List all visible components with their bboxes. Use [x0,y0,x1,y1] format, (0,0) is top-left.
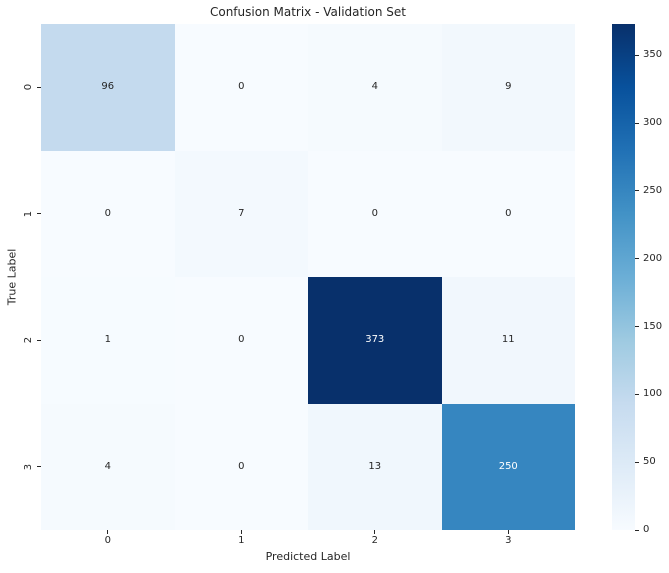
cell-value: 0 [371,207,378,219]
cell-value: 11 [501,334,515,346]
x-tick-label: 1 [238,535,245,546]
colorbar-tick-mark [635,190,639,192]
heatmap-cell-r0c1: 0 [174,24,308,151]
x-tick-mark [107,530,109,534]
colorbar-gradient [612,24,635,530]
colorbar-tick-mark [635,122,639,124]
colorbar-tick-mark [635,461,639,463]
x-tick-mark [507,530,509,534]
heatmap-cell-r0c0: 96 [41,24,175,151]
cell-value: 0 [104,207,111,219]
colorbar-tick-label: 250 [643,184,663,196]
heatmap-cell-r2c0: 1 [41,277,175,404]
heatmap-cell-r1c0: 0 [41,150,175,277]
cell-value: 4 [104,460,111,472]
y-tick-mark [37,339,41,341]
y-tick-label: 0 [23,84,34,91]
heatmap-cell-r3c0: 4 [41,403,175,530]
colorbar-tick-mark [635,258,639,260]
colorbar-tick-label: 150 [643,320,663,332]
cell-value: 13 [368,460,382,472]
cell-value: 0 [238,460,245,472]
cell-value: 1 [104,334,111,346]
x-tick-label: 0 [104,535,111,546]
y-tick-label: 2 [23,337,34,344]
cell-value: 96 [101,81,115,93]
heatmap-cell-r1c2: 0 [308,150,442,277]
x-axis-label: Predicted Label [265,550,351,563]
heatmap-cell-r2c3: 11 [441,277,575,404]
colorbar-tick-mark [635,326,639,327]
colorbar-tick-mark [635,529,639,531]
colorbar-tick-label: 200 [643,252,663,264]
x-tick-label: 3 [505,535,512,546]
heatmap: 96 0 4 9 0 7 0 0 1 0 373 11 4 0 13 250 [41,24,575,530]
x-tick-mark [240,530,242,534]
heatmap-cell-r3c1: 0 [174,403,308,530]
heatmap-cell-r1c3: 0 [441,150,575,277]
y-tick-mark [37,86,41,88]
cell-value: 0 [505,207,512,219]
y-tick-mark [37,466,41,468]
colorbar-tick-label: 50 [643,456,656,468]
y-axis-label: True Label [5,248,19,306]
cell-value: 0 [238,334,245,346]
cell-value: 7 [238,207,245,219]
x-tick-label: 2 [371,535,378,546]
cell-value: 9 [505,81,512,93]
heatmap-cell-r3c3: 250 [441,403,575,530]
colorbar-tick-label: 350 [643,49,663,61]
heatmap-cell-r2c1: 0 [174,277,308,404]
colorbar-tick-mark [635,54,639,56]
cell-value: 4 [371,81,378,93]
heatmap-cell-r0c2: 4 [308,24,442,151]
cell-value: 0 [238,81,245,93]
heatmap-cell-r3c2: 13 [308,403,442,530]
chart-title: Confusion Matrix - Validation Set [209,5,407,19]
colorbar-tick-mark [635,393,639,395]
cell-value: 373 [365,334,385,346]
heatmap-cell-r2c2: 373 [308,277,442,404]
y-tick-mark [37,213,41,215]
cell-value: 250 [498,460,518,472]
heatmap-cell-r0c3: 9 [441,24,575,151]
colorbar-tick-label: 300 [643,117,663,129]
colorbar-tick-label: 0 [643,524,650,535]
y-tick-label: 3 [23,463,34,470]
y-tick-label: 1 [23,210,34,217]
x-tick-mark [374,530,376,534]
heatmap-cell-r1c1: 7 [174,150,308,277]
colorbar-tick-label: 100 [643,388,663,400]
